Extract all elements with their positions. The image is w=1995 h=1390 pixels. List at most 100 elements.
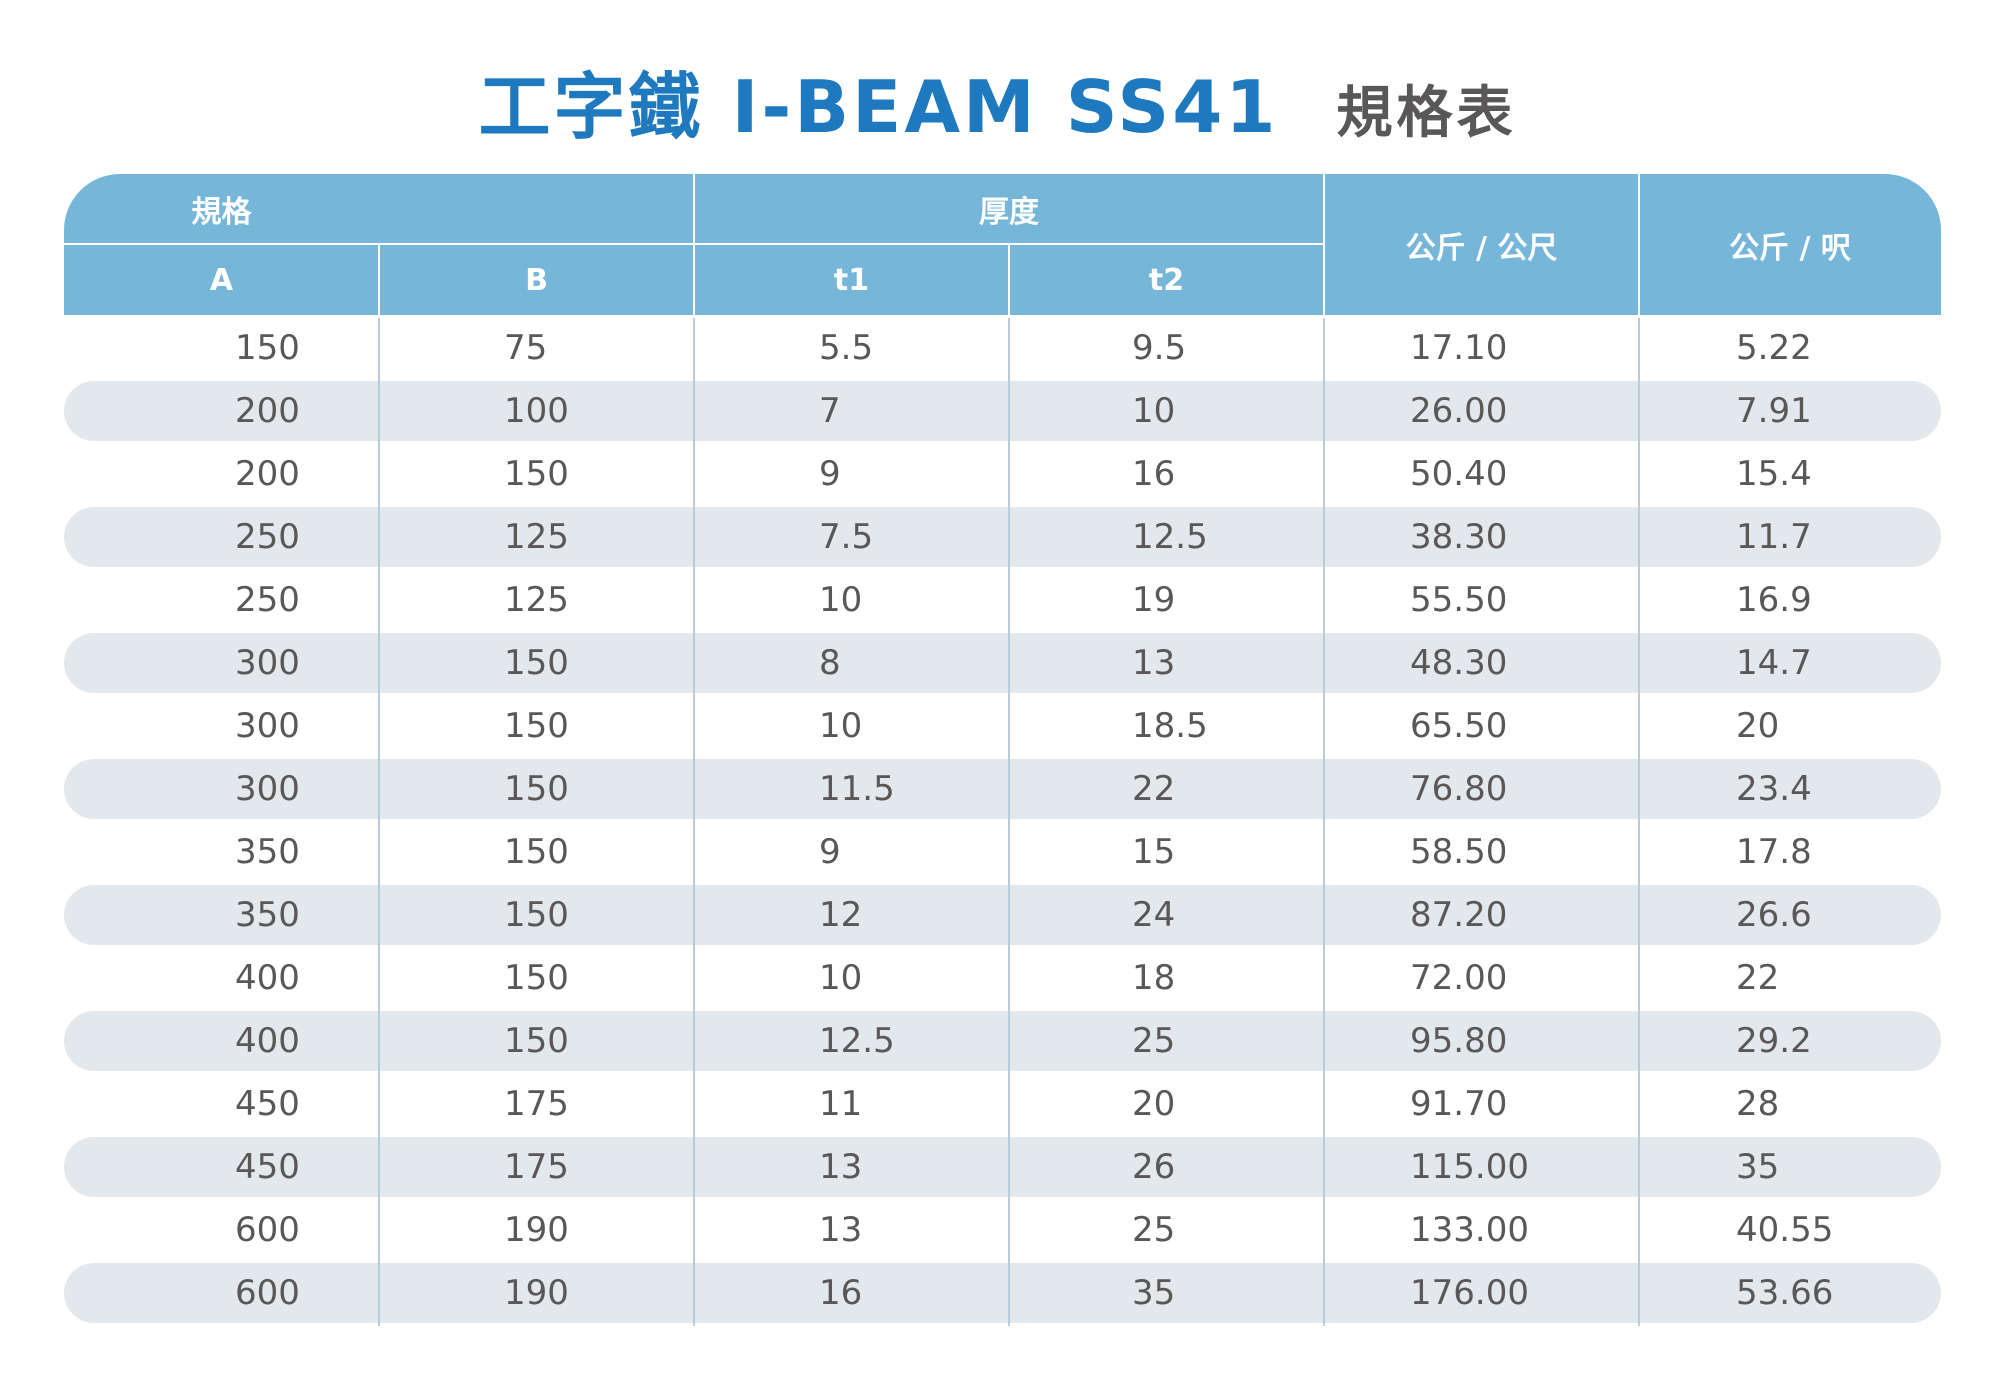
cell-t2: 20 <box>1132 1084 1176 1124</box>
cell-b: 125 <box>504 580 569 620</box>
column-divider <box>1323 318 1325 1326</box>
table-row: 300 150 10 18.5 65.50 20 <box>64 696 1941 756</box>
cell-t1: 10 <box>819 958 863 998</box>
cell-kg-per-meter: 38.30 <box>1410 517 1508 557</box>
cell-b: 190 <box>504 1273 569 1313</box>
column-divider <box>1008 318 1010 1326</box>
cell-a: 150 <box>235 328 300 368</box>
cell-kg-per-meter: 55.50 <box>1410 580 1508 620</box>
cell-t2: 19 <box>1132 580 1176 620</box>
cell-kg-per-foot: 26.6 <box>1736 895 1812 935</box>
cell-kg-per-foot: 14.7 <box>1736 643 1812 683</box>
cell-a: 300 <box>235 769 300 809</box>
cell-kg-per-meter: 87.20 <box>1410 895 1508 935</box>
column-divider <box>1638 318 1640 1326</box>
table-row: 400 150 12.5 25 95.80 29.2 <box>64 1011 1941 1071</box>
cell-kg-per-meter: 133.00 <box>1410 1210 1529 1250</box>
cell-t2: 15 <box>1132 832 1176 872</box>
cell-t1: 7 <box>819 391 841 431</box>
table-row: 200 100 7 10 26.00 7.91 <box>64 381 1941 441</box>
cell-kg-per-foot: 17.8 <box>1736 832 1812 872</box>
cell-t1: 7.5 <box>819 517 874 557</box>
cell-t1: 9 <box>819 454 841 494</box>
cell-t2: 35 <box>1132 1273 1176 1313</box>
cell-b: 175 <box>504 1147 569 1187</box>
table-row: 450 175 13 26 115.00 35 <box>64 1137 1941 1197</box>
header-col-t2: t2 <box>1148 262 1185 298</box>
cell-t2: 26 <box>1132 1147 1176 1187</box>
cell-t1: 13 <box>819 1147 863 1187</box>
cell-kg-per-foot: 5.22 <box>1736 328 1812 368</box>
title-sub: 規格表 <box>1336 81 1517 146</box>
column-divider <box>693 318 695 1326</box>
cell-a: 200 <box>235 391 300 431</box>
column-divider <box>378 318 380 1326</box>
cell-kg-per-meter: 58.50 <box>1410 832 1508 872</box>
cell-t1: 11 <box>819 1084 863 1124</box>
cell-kg-per-meter: 65.50 <box>1410 706 1508 746</box>
cell-t1: 11.5 <box>819 769 895 809</box>
table-row: 150 75 5.5 9.5 17.10 5.22 <box>64 318 1941 378</box>
cell-t1: 16 <box>819 1273 863 1313</box>
table-row: 250 125 10 19 55.50 16.9 <box>64 570 1941 630</box>
cell-a: 250 <box>235 517 300 557</box>
cell-a: 400 <box>235 958 300 998</box>
cell-b: 75 <box>504 328 548 368</box>
table-row: 400 150 10 18 72.00 22 <box>64 948 1941 1008</box>
cell-kg-per-meter: 26.00 <box>1410 391 1508 431</box>
title-main: 工字鐵 I-BEAM SS41 <box>478 65 1279 149</box>
header-divider-v <box>1323 174 1325 315</box>
header-divider-v <box>378 245 380 315</box>
table-row: 300 150 8 13 48.30 14.7 <box>64 633 1941 693</box>
cell-kg-per-foot: 23.4 <box>1736 769 1812 809</box>
cell-b: 190 <box>504 1210 569 1250</box>
cell-t1: 13 <box>819 1210 863 1250</box>
table-row: 600 190 13 25 133.00 40.55 <box>64 1200 1941 1260</box>
cell-kg-per-meter: 91.70 <box>1410 1084 1508 1124</box>
table-row: 250 125 7.5 12.5 38.30 11.7 <box>64 507 1941 567</box>
cell-b: 150 <box>504 769 569 809</box>
table-row: 200 150 9 16 50.40 15.4 <box>64 444 1941 504</box>
cell-kg-per-foot: 20 <box>1736 706 1780 746</box>
header-divider-v <box>693 174 695 315</box>
cell-kg-per-foot: 35 <box>1736 1147 1780 1187</box>
cell-kg-per-meter: 176.00 <box>1410 1273 1529 1313</box>
spec-table: 規格 厚度 A B t1 t2 公斤 / 公尺 公斤 / 呎 150 75 5.5 9… <box>64 174 1941 1326</box>
cell-t1: 9 <box>819 832 841 872</box>
cell-b: 150 <box>504 706 569 746</box>
cell-b: 150 <box>504 643 569 683</box>
cell-b: 125 <box>504 517 569 557</box>
cell-t2: 16 <box>1132 454 1176 494</box>
cell-kg-per-foot: 7.91 <box>1736 391 1812 431</box>
table-row: 350 150 9 15 58.50 17.8 <box>64 822 1941 882</box>
cell-b: 150 <box>504 1021 569 1061</box>
cell-t2: 18 <box>1132 958 1176 998</box>
cell-kg-per-foot: 28 <box>1736 1084 1780 1124</box>
cell-b: 100 <box>504 391 569 431</box>
cell-t2: 22 <box>1132 769 1176 809</box>
cell-a: 350 <box>235 895 300 935</box>
table-body: 150 75 5.5 9.5 17.10 5.22 200 100 7 10 26.00 7.91 20… <box>64 318 1941 1326</box>
cell-kg-per-foot: 15.4 <box>1736 454 1812 494</box>
cell-a: 450 <box>235 1147 300 1187</box>
cell-kg-per-meter: 17.10 <box>1410 328 1508 368</box>
cell-b: 175 <box>504 1084 569 1124</box>
cell-kg-per-foot: 11.7 <box>1736 517 1812 557</box>
table-row: 300 150 11.5 22 76.80 23.4 <box>64 759 1941 819</box>
cell-a: 600 <box>235 1210 300 1250</box>
cell-a: 300 <box>235 706 300 746</box>
cell-kg-per-foot: 53.66 <box>1736 1273 1834 1313</box>
cell-t1: 10 <box>819 580 863 620</box>
cell-kg-per-foot: 29.2 <box>1736 1021 1812 1061</box>
cell-a: 600 <box>235 1273 300 1313</box>
cell-t2: 25 <box>1132 1021 1176 1061</box>
cell-t2: 18.5 <box>1132 706 1208 746</box>
cell-a: 450 <box>235 1084 300 1124</box>
table-row: 600 190 16 35 176.00 53.66 <box>64 1263 1941 1323</box>
cell-t1: 5.5 <box>819 328 874 368</box>
cell-t2: 13 <box>1132 643 1176 683</box>
page-title: 工字鐵 I-BEAM SS41 規格表 <box>0 48 1995 153</box>
cell-t1: 8 <box>819 643 841 683</box>
cell-t2: 24 <box>1132 895 1176 935</box>
header-col-b: B <box>525 262 548 298</box>
